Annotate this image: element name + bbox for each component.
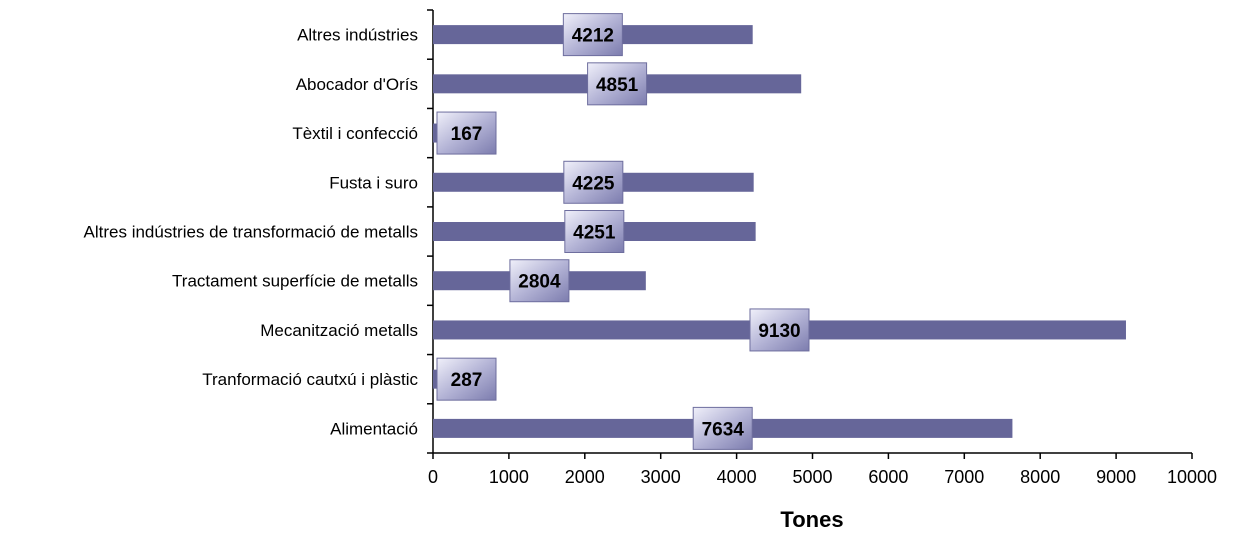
x-tick-label: 5000 bbox=[792, 467, 832, 487]
data-label: 2804 bbox=[518, 272, 561, 293]
x-axis-title: Tones bbox=[780, 507, 843, 532]
data-label: 4251 bbox=[573, 223, 616, 244]
data-label-box bbox=[562, 13, 623, 57]
x-tick-label: 0 bbox=[428, 467, 438, 487]
x-tick-label: 7000 bbox=[944, 467, 984, 487]
x-tick-label: 8000 bbox=[1020, 467, 1060, 487]
x-tick-label: 4000 bbox=[717, 467, 757, 487]
data-label-box bbox=[563, 160, 624, 204]
plot-area: 0 1000 2000 3000 4000 5000 6000 7000 8000 9000 100… bbox=[84, 9, 1217, 487]
y-category-label: Tèxtil i confecció bbox=[292, 124, 418, 143]
data-label: 9130 bbox=[758, 321, 800, 342]
x-tick-label: 2000 bbox=[565, 467, 605, 487]
x-tick-label: 9000 bbox=[1096, 467, 1136, 487]
data-label-box bbox=[692, 406, 753, 450]
x-tick-label: 3000 bbox=[641, 467, 681, 487]
y-category-label: Altres indústries bbox=[297, 26, 418, 45]
data-label: 4225 bbox=[572, 173, 615, 194]
data-label-box bbox=[509, 259, 570, 303]
x-tick-label: 6000 bbox=[868, 467, 908, 487]
y-category-label: Tractament superfície de metalls bbox=[172, 272, 418, 291]
data-label: 167 bbox=[451, 124, 483, 145]
data-label: 7634 bbox=[702, 419, 745, 440]
data-label-box bbox=[564, 210, 625, 253]
data-label: 287 bbox=[451, 370, 483, 391]
data-label-box bbox=[587, 62, 648, 106]
data-label-box bbox=[436, 111, 497, 155]
y-category-label: Tranformació cautxú i plàstic bbox=[202, 370, 418, 389]
y-category-label: Fusta i suro bbox=[329, 173, 418, 192]
y-category-label: Abocador d'Orís bbox=[296, 75, 418, 94]
y-category-label: Altres indústries de transformació de me… bbox=[84, 223, 418, 242]
data-label-box bbox=[749, 308, 810, 352]
y-category-label: Alimentació bbox=[330, 419, 418, 438]
x-tick-label: 10000 bbox=[1167, 467, 1217, 487]
data-label: 4212 bbox=[572, 26, 614, 47]
data-label-box bbox=[436, 357, 497, 401]
x-tick-label: 1000 bbox=[489, 467, 529, 487]
data-label: 4851 bbox=[596, 75, 639, 96]
y-category-label: Mecanització metalls bbox=[260, 321, 418, 340]
